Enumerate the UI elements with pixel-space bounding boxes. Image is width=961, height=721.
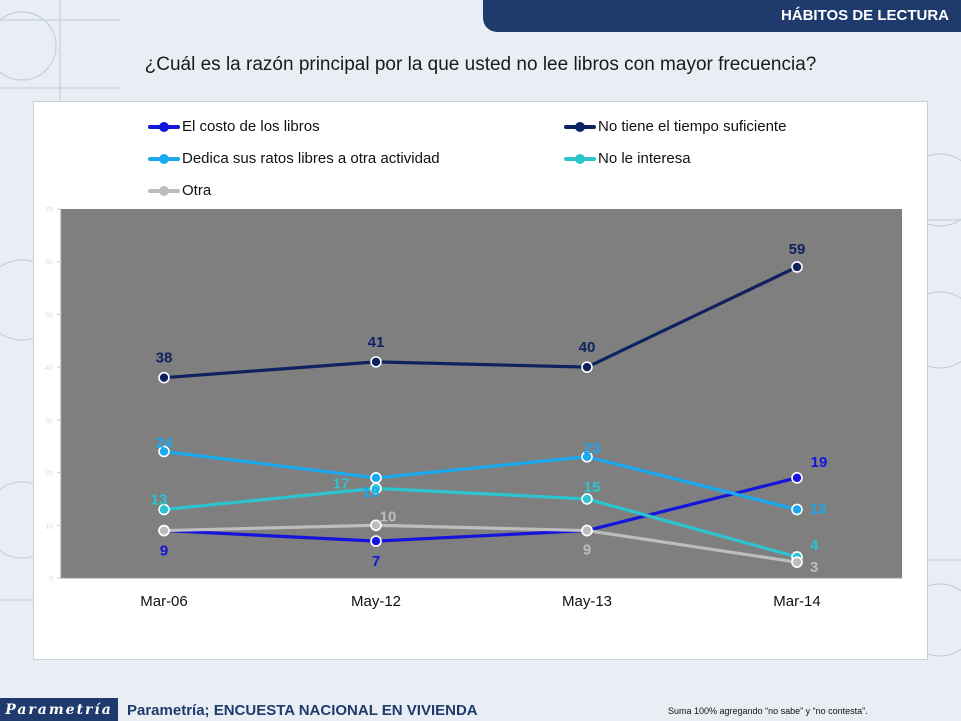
y-tick-label: 40	[45, 365, 53, 372]
legend-swatch-no-interesa	[564, 153, 596, 164]
legend-swatch-tiempo	[564, 121, 596, 132]
y-tick-label: 0	[49, 576, 53, 583]
y-tick-label: 30	[45, 418, 53, 425]
y-tick-label: 50	[45, 312, 53, 319]
plot-area	[61, 209, 902, 578]
legend-item-otra-actividad: Dedica sus ratos libres a otra actividad	[148, 150, 440, 167]
legend-item-tiempo: No tiene el tiempo suficiente	[564, 118, 786, 135]
section-title: HÁBITOS DE LECTURA	[780, 7, 949, 24]
data-label-s4-2: 9	[583, 542, 591, 559]
legend-item-costo: El costo de los libros	[148, 118, 320, 135]
data-label-s2-2: 23	[584, 440, 601, 457]
data-label-s1-1: 41	[368, 334, 385, 351]
data-point-s1-2	[581, 361, 593, 373]
data-label-s0-1: 7	[372, 553, 380, 570]
x-tick-label: Mar-06	[140, 593, 188, 610]
data-label-s4-1: 10	[380, 508, 397, 525]
data-point-s1-0	[158, 371, 170, 384]
data-point-s4-2	[581, 524, 593, 537]
x-tick-label: May-13	[562, 593, 612, 610]
data-point-s2-1	[370, 472, 382, 484]
data-point-s4-1	[370, 519, 382, 532]
data-point-s0-1	[370, 535, 382, 547]
data-point-s2-2	[581, 450, 593, 463]
y-tick-label: 10	[45, 523, 53, 530]
data-point-s3-2	[581, 493, 593, 505]
data-label-s1-0: 38	[156, 350, 173, 367]
legend-swatch-otra-actividad	[148, 153, 180, 164]
series-line-2	[163, 449, 798, 512]
data-label-s3-1: 17	[333, 475, 350, 492]
footer-source: Parametría; ENCUESTA NACIONAL EN VIVIEND…	[127, 702, 478, 719]
x-tick-label: Mar-14	[773, 593, 821, 610]
series-line-4	[163, 523, 798, 564]
series-line-0	[163, 476, 798, 543]
data-label-s2-3: 13	[810, 500, 827, 517]
legend-label-no-interesa: No le interesa	[598, 150, 691, 167]
data-point-s2-3	[791, 503, 803, 516]
legend-label-costo: El costo de los libros	[182, 118, 320, 135]
legend-item-no-interesa: No le interesa	[564, 150, 691, 167]
data-point-s4-0	[158, 524, 170, 537]
data-label-s0-0: 9	[160, 543, 168, 560]
legend-label-otra: Otra	[182, 182, 212, 199]
chart-question-title: ¿Cuál es la razón principal por la que u…	[144, 54, 817, 75]
data-point-s3-1	[370, 482, 382, 495]
data-label-s3-0: 13	[151, 491, 168, 508]
data-point-s4-3	[791, 556, 803, 568]
legend-swatch-otra	[148, 185, 180, 196]
data-point-s0-3	[791, 472, 803, 484]
legend-label-tiempo: No tiene el tiempo suficiente	[598, 118, 787, 135]
data-label-s1-2: 40	[579, 339, 596, 356]
legend-label-otra-actividad: Dedica sus ratos libres a otra actividad	[182, 150, 440, 167]
footer-note: Suma 100% agregando “no sabe” y “no cont…	[668, 706, 868, 716]
data-point-s3-0	[158, 503, 170, 516]
y-tick-label: 70	[45, 207, 53, 214]
series-line-3	[163, 486, 798, 559]
series-line-1	[163, 265, 798, 380]
section-header: HÁBITOS DE LECTURA	[483, 0, 961, 32]
y-tick-label: 20	[45, 471, 53, 478]
data-label-s2-0: 24	[156, 434, 173, 451]
data-label-s1-3: 59	[789, 241, 806, 258]
legend-item-otra: Otra	[148, 182, 211, 199]
data-label-s3-2: 15	[584, 479, 601, 496]
parametria-logo: Parametría	[0, 698, 118, 721]
data-point-s2-0	[158, 445, 170, 458]
data-point-s1-1	[370, 356, 382, 368]
data-point-s1-3	[791, 261, 803, 273]
legend-swatch-costo	[148, 121, 180, 132]
data-label-s0-3: 19	[811, 454, 828, 471]
x-tick-label: May-12	[351, 593, 401, 610]
data-label-s4-3: 3	[810, 559, 818, 576]
data-label-s3-3: 4	[810, 537, 819, 554]
data-label-s2-1: 19	[363, 484, 380, 501]
y-tick-label: 60	[45, 260, 53, 267]
